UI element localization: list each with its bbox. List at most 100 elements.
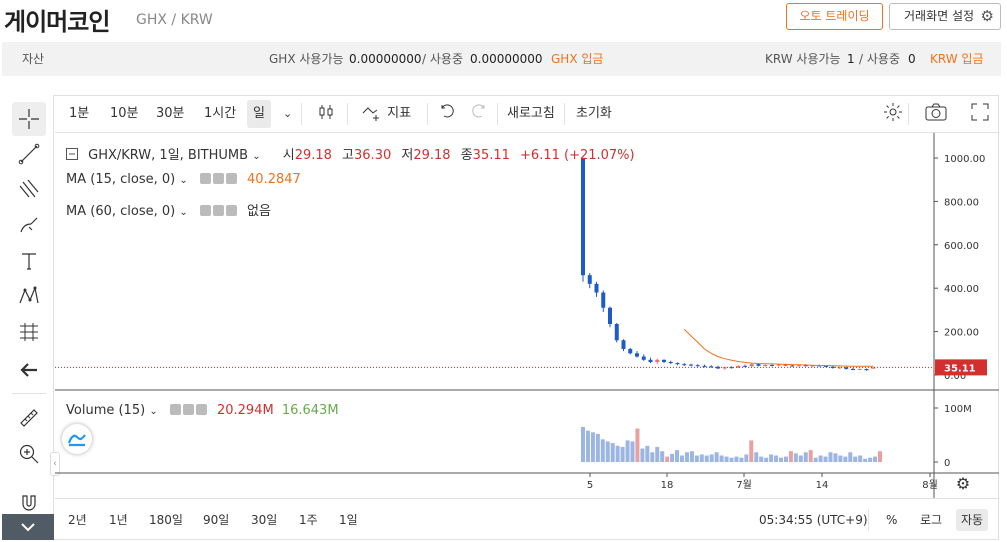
prediction-tool-icon[interactable] <box>12 315 46 349</box>
axis-settings-icon[interactable]: ⚙ <box>956 474 970 493</box>
remove-icon[interactable] <box>195 404 207 415</box>
tradingview-logo-icon[interactable] <box>62 424 92 454</box>
symbol-label[interactable]: GHX/KRW, 1일, BITHUMB <box>88 148 249 163</box>
interval-1h[interactable]: 1시간 <box>204 106 237 121</box>
ma60-value: 없음 <box>247 204 271 219</box>
candle-body <box>689 364 693 366</box>
toolbar-separator <box>347 103 348 125</box>
volume-bar <box>739 457 744 462</box>
ma60-chevron-icon[interactable]: ⌄ <box>179 207 188 218</box>
auto-trading-button[interactable]: 오토 트레이딩 <box>786 3 883 30</box>
fullscreen-icon[interactable] <box>965 100 995 128</box>
volume-legend: Volume (15) ⌄ 20.294M 16.643M <box>66 403 339 418</box>
candle-body <box>628 348 633 354</box>
indicator-icon <box>362 107 379 121</box>
ruler-icon[interactable] <box>12 401 46 435</box>
trend-line-icon[interactable] <box>12 137 46 171</box>
volume-bar <box>878 451 882 462</box>
range-30d[interactable]: 30일 <box>251 513 278 527</box>
settings-icon[interactable] <box>182 404 194 415</box>
toolbar-separator <box>427 103 428 125</box>
interval-10m[interactable]: 10분 <box>110 106 139 121</box>
candle-body <box>743 365 747 367</box>
settings-icon[interactable] <box>212 205 224 216</box>
krw-deposit-link[interactable]: KRW 입금 <box>930 52 984 66</box>
volume-bar <box>645 445 650 462</box>
refresh-button[interactable]: 새로고침 <box>507 106 555 121</box>
price-axis-label: 800.00 <box>944 197 979 208</box>
settings-icon[interactable] <box>212 173 224 184</box>
interval-30m[interactable]: 30분 <box>156 106 185 121</box>
screen-settings-button[interactable]: 거래화면 설정 ⚙ <box>889 3 1001 30</box>
ma60-label[interactable]: MA (60, close, 0) <box>66 204 176 219</box>
volume-bar <box>818 455 823 462</box>
remove-icon[interactable] <box>225 205 237 216</box>
time-axis-label: 14 <box>816 480 829 491</box>
back-arrow-icon[interactable] <box>12 353 46 387</box>
volume-bar <box>680 455 684 462</box>
percent-scale-button[interactable]: % <box>886 513 898 527</box>
interval-dropdown-icon[interactable]: ⌄ <box>283 107 293 120</box>
volume-bar <box>585 430 590 462</box>
candle-body <box>641 356 646 360</box>
brush-icon[interactable] <box>12 207 46 241</box>
time-axis-label: 8월 <box>922 479 938 491</box>
volume-bar <box>788 451 793 462</box>
ma15-chevron-icon[interactable]: ⌄ <box>179 175 188 186</box>
volume-label[interactable]: Volume (15) <box>66 403 146 418</box>
scroll-down-button[interactable] <box>2 514 54 540</box>
candle-body <box>695 365 700 367</box>
volume-bar <box>600 439 605 462</box>
ghx-deposit-link[interactable]: GHX 입금 <box>551 52 604 66</box>
volume-bar <box>699 454 704 462</box>
candle-body <box>581 158 585 276</box>
camera-icon[interactable] <box>919 100 953 128</box>
krw-in-use-value: 0 <box>908 52 916 66</box>
volume-bar <box>625 440 630 462</box>
high-value: 36.30 <box>354 148 392 163</box>
eye-icon[interactable] <box>199 173 211 184</box>
volume-bar <box>858 455 863 462</box>
indicator-button[interactable]: 지표 <box>355 100 417 128</box>
volume-bar <box>620 446 625 462</box>
auto-scale-button[interactable]: 자동 <box>956 509 989 531</box>
range-1y[interactable]: 1년 <box>109 513 128 527</box>
fib-tool-icon[interactable] <box>12 172 46 206</box>
candle-body <box>729 367 734 369</box>
candle-body <box>682 364 687 366</box>
eye-icon[interactable] <box>199 205 211 216</box>
collapse-legend-icon[interactable] <box>66 148 78 160</box>
volume-chevron-icon[interactable]: ⌄ <box>149 406 158 417</box>
candle-body <box>871 367 876 369</box>
range-180d[interactable]: 180일 <box>149 513 183 527</box>
pattern-tool-icon[interactable] <box>12 279 46 313</box>
chart-settings-icon[interactable] <box>877 100 909 128</box>
ma15-label[interactable]: MA (15, close, 0) <box>66 172 176 187</box>
clock[interactable]: 05:34:55 (UTC+9) <box>759 513 868 527</box>
interval-day[interactable]: 일 <box>247 100 271 128</box>
volume-axis-label: 100M <box>944 404 972 415</box>
toolbar-separator <box>497 103 498 125</box>
reset-button[interactable]: 초기화 <box>576 106 612 121</box>
symbol-chevron-icon[interactable]: ⌄ <box>252 151 261 162</box>
magnet-icon[interactable] <box>12 487 46 521</box>
zoom-in-icon[interactable] <box>12 437 46 471</box>
undo-icon[interactable] <box>435 100 463 128</box>
candle-type-icon[interactable] <box>311 100 341 128</box>
ghx-available-label: GHX 사용가능 <box>269 52 344 66</box>
redo-icon[interactable] <box>463 100 491 128</box>
eye-icon[interactable] <box>169 404 181 415</box>
collapse-toolbar-tab[interactable]: ‹ <box>50 452 60 476</box>
log-scale-button[interactable]: 로그 <box>920 513 943 527</box>
interval-1m[interactable]: 1분 <box>69 106 90 121</box>
range-1d[interactable]: 1일 <box>339 513 358 527</box>
text-tool-icon[interactable] <box>12 244 46 278</box>
volume-bar <box>615 445 620 462</box>
remove-icon[interactable] <box>225 173 237 184</box>
range-1w[interactable]: 1주 <box>299 513 318 527</box>
toolbar-separator <box>301 103 302 125</box>
range-2y[interactable]: 2년 <box>68 513 87 527</box>
crosshair-icon[interactable] <box>12 102 46 136</box>
range-90d[interactable]: 90일 <box>203 513 230 527</box>
